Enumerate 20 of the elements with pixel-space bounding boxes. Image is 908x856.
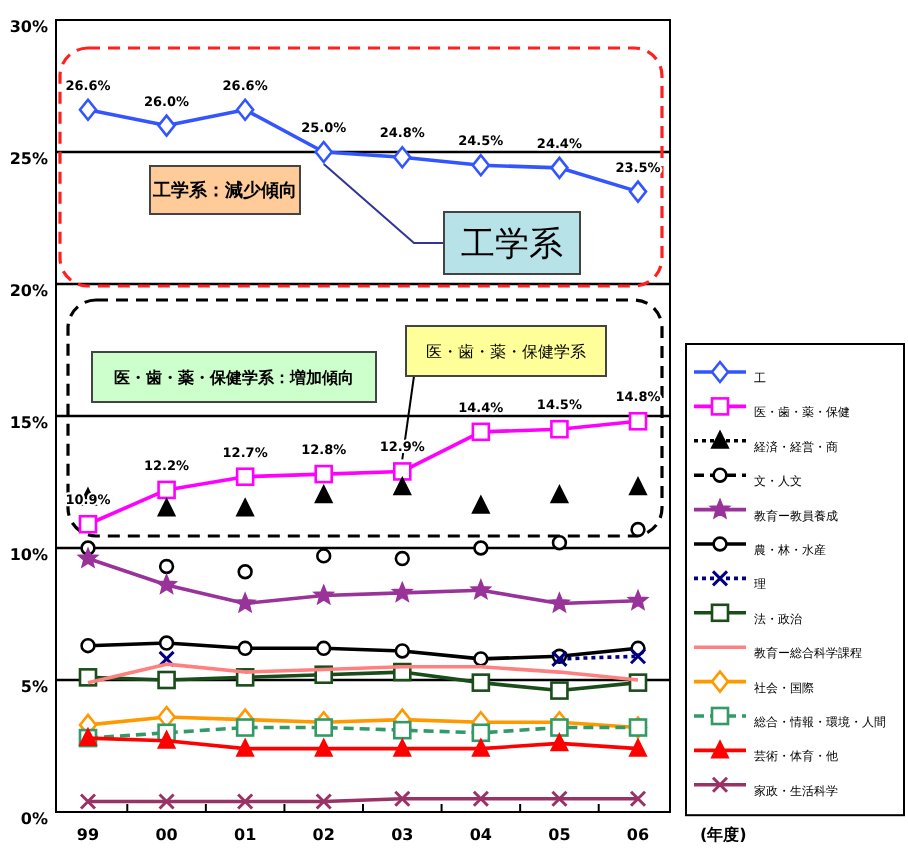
x-tick-label: 00	[155, 826, 179, 844]
y-tick-label: 5%	[20, 678, 48, 696]
x-tick-label: 04	[469, 826, 493, 844]
x-tick-label: 06	[626, 826, 650, 844]
annotation: 工学系：減少傾向	[151, 180, 297, 203]
x-axis-title: (年度)	[700, 824, 747, 844]
x-tick-label: 02	[312, 826, 335, 844]
y-tick-label: 20%	[9, 282, 48, 300]
x-tick-label: 99	[76, 826, 100, 844]
x-tick-label: 05	[548, 826, 572, 844]
x-tick-label: 01	[234, 826, 258, 844]
x-tick-label: 03	[391, 826, 414, 844]
y-tick-label: 30%	[9, 18, 48, 36]
annotation: 工学系	[461, 225, 563, 266]
y-tick-label: 10%	[9, 546, 48, 564]
annotation: 医・歯・薬・保健学系：増加傾向	[114, 366, 354, 387]
y-tick-label: 0%	[20, 810, 48, 828]
y-tick-label: 15%	[9, 414, 48, 432]
annotation: 医・歯・薬・保健学系	[426, 342, 586, 361]
y-tick-label: 25%	[9, 150, 48, 168]
